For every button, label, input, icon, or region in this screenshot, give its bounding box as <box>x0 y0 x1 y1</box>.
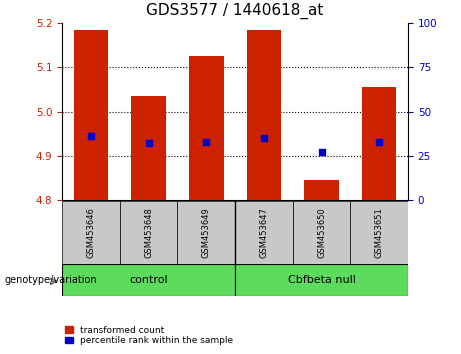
Text: Cbfbeta null: Cbfbeta null <box>288 275 355 285</box>
Text: GSM453650: GSM453650 <box>317 207 326 258</box>
Text: GSM453648: GSM453648 <box>144 207 153 258</box>
Text: genotype/variation: genotype/variation <box>5 275 97 285</box>
Bar <box>247 30 281 200</box>
Bar <box>350 201 408 264</box>
Point <box>88 133 95 139</box>
Title: GDS3577 / 1440618_at: GDS3577 / 1440618_at <box>147 3 324 19</box>
Text: control: control <box>130 275 168 285</box>
Bar <box>235 264 408 296</box>
Bar <box>362 87 396 200</box>
Bar <box>235 201 293 264</box>
Legend: transformed count, percentile rank within the sample: transformed count, percentile rank withi… <box>65 325 234 346</box>
Point <box>145 141 152 146</box>
Text: GSM453649: GSM453649 <box>202 207 211 258</box>
Point <box>375 139 383 144</box>
Point <box>318 149 325 155</box>
Bar <box>189 56 224 200</box>
Text: GSM453646: GSM453646 <box>87 207 95 258</box>
Bar <box>304 180 339 200</box>
Point <box>202 139 210 144</box>
Bar <box>120 201 177 264</box>
Bar <box>74 30 108 200</box>
Bar <box>131 96 166 200</box>
Bar <box>293 201 350 264</box>
Point <box>260 135 267 141</box>
Bar <box>62 264 235 296</box>
Text: GSM453651: GSM453651 <box>375 207 384 258</box>
Text: GSM453647: GSM453647 <box>260 207 268 258</box>
Bar <box>177 201 235 264</box>
Bar <box>62 201 120 264</box>
